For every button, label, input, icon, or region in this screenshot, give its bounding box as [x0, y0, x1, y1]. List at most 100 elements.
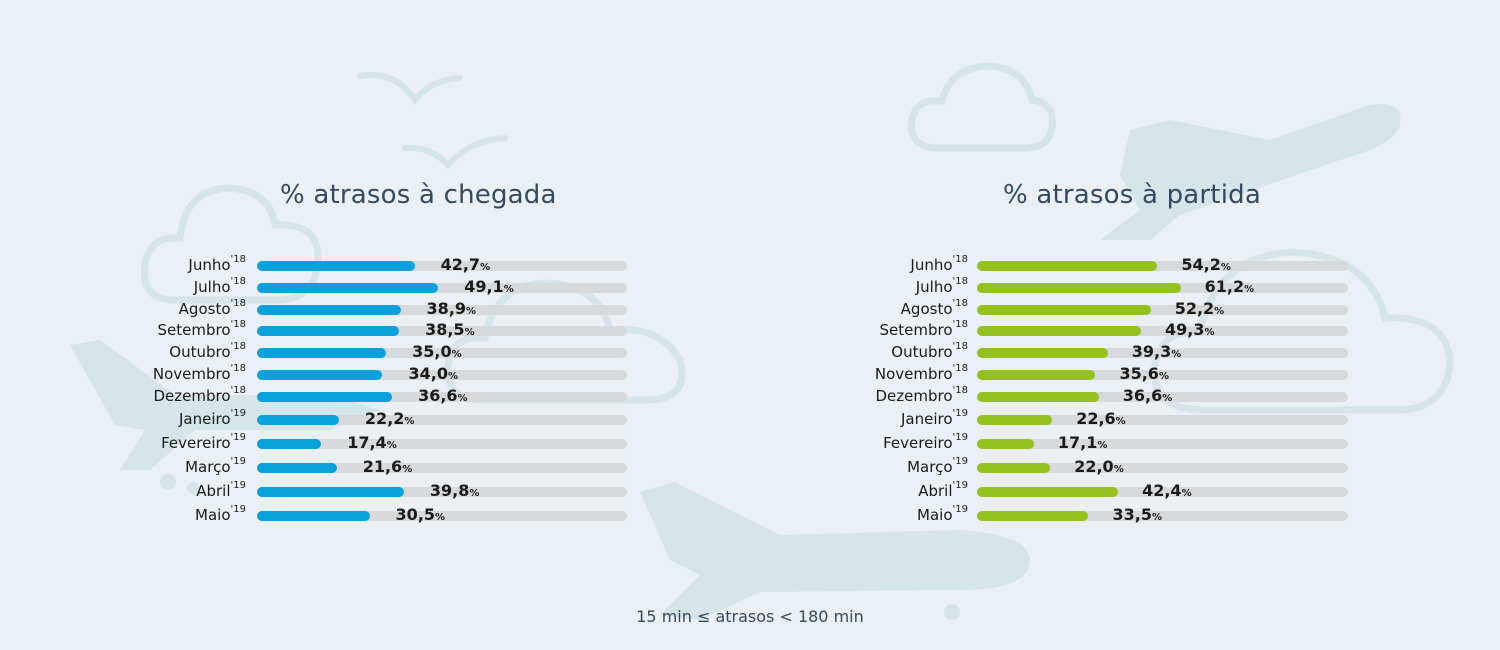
month-name: Dezembro — [875, 387, 953, 405]
bar-track — [977, 511, 1348, 521]
bar — [977, 415, 1053, 425]
value-number: 17,1 — [1057, 433, 1098, 452]
month-label: Fevereiro'19 — [883, 432, 968, 452]
bar-value-label: 38,5% — [425, 320, 475, 339]
month-label: Julho'18 — [916, 276, 968, 296]
bar — [257, 463, 337, 473]
bar — [257, 326, 400, 336]
plane-top-right-icon — [1100, 104, 1401, 241]
month-year: '18 — [952, 319, 968, 330]
birds-icon — [357, 72, 508, 170]
month-label: Abril'19 — [918, 480, 968, 500]
bar — [257, 487, 404, 497]
value-unit: % — [386, 440, 397, 451]
value-unit: % — [457, 393, 468, 404]
bar — [977, 487, 1119, 497]
bar-value-label: 42,7% — [441, 255, 491, 274]
month-name: Junho — [188, 256, 231, 274]
month-year: '18 — [952, 363, 968, 374]
bar-value-label: 36,6% — [1123, 386, 1173, 405]
month-label: Setembro'18 — [158, 319, 247, 339]
month-label: Junho'18 — [188, 254, 246, 274]
month-year: '18 — [230, 363, 246, 374]
bar-value-label: 34,0% — [408, 364, 458, 383]
bar-value-label: 49,1% — [464, 277, 514, 296]
value-unit: % — [1113, 464, 1124, 475]
value-number: 22,0 — [1074, 457, 1114, 476]
bar — [977, 348, 1108, 358]
month-label: Abril'19 — [196, 480, 246, 500]
month-label: Março'19 — [907, 456, 968, 476]
value-unit: % — [480, 262, 491, 273]
plane-bottom-icon — [640, 482, 1030, 620]
bar — [257, 392, 393, 402]
month-year: '18 — [230, 254, 246, 265]
bar — [257, 283, 439, 293]
value-number: 36,6 — [1122, 386, 1163, 405]
month-label: Novembro'18 — [153, 363, 246, 383]
value-unit: % — [464, 327, 475, 338]
month-year: '19 — [952, 456, 968, 467]
month-label: Maio'19 — [917, 504, 968, 524]
month-year: '19 — [230, 408, 246, 419]
month-label: Agosto'18 — [178, 298, 246, 318]
bar-track — [257, 370, 627, 380]
bar-track — [977, 487, 1348, 497]
month-name: Junho — [910, 256, 953, 274]
cloud-right-icon — [1151, 248, 1454, 414]
value-unit: % — [466, 306, 477, 317]
month-year: '18 — [952, 341, 968, 352]
value-number: 22,6 — [1076, 409, 1116, 428]
bar-track — [977, 305, 1348, 315]
value-unit: % — [404, 416, 415, 427]
month-name: Março — [907, 458, 953, 476]
month-name: Abril — [196, 482, 231, 500]
month-name: Janeiro — [900, 410, 953, 428]
month-name: Novembro — [874, 365, 953, 383]
bar — [257, 305, 401, 315]
bar — [257, 370, 383, 380]
plane-left-icon — [70, 340, 380, 470]
month-name: Outubro — [169, 343, 231, 361]
bar-value-label: 61,2% — [1205, 277, 1255, 296]
month-name: Setembro — [879, 321, 953, 339]
value-unit: % — [402, 464, 413, 475]
bar-track — [257, 415, 627, 425]
value-unit: % — [1162, 393, 1173, 404]
month-name: Maio — [917, 506, 953, 524]
value-number: 39,8 — [429, 481, 470, 500]
footnote: 15 min ≤ atrasos < 180 min — [636, 607, 864, 626]
bar-track — [977, 439, 1348, 449]
bar — [257, 439, 322, 449]
value-number: 22,2 — [364, 409, 405, 428]
value-unit: % — [469, 488, 480, 499]
month-label: Junho'18 — [910, 254, 968, 274]
month-name: Agosto — [178, 300, 231, 318]
bar — [257, 415, 339, 425]
bar-track — [257, 283, 627, 293]
month-label: Maio'19 — [195, 504, 246, 524]
bar — [977, 326, 1142, 336]
value-number: 33,5 — [1112, 505, 1152, 524]
bar — [977, 439, 1034, 449]
month-label: Novembro'18 — [874, 363, 968, 383]
value-unit: % — [1244, 284, 1255, 295]
bar — [977, 305, 1151, 315]
month-label: Outubro'18 — [891, 341, 968, 361]
value-number: 38,5 — [425, 320, 465, 339]
bar-track — [257, 305, 627, 315]
bar-value-label: 39,8% — [430, 481, 480, 500]
value-unit: % — [1151, 512, 1162, 523]
value-number: 35,6 — [1119, 364, 1159, 383]
bar — [257, 348, 387, 358]
bar-track — [977, 415, 1348, 425]
month-name: Agosto — [900, 300, 953, 318]
month-label: Fevereiro'19 — [161, 432, 246, 452]
bar — [977, 283, 1181, 293]
value-number: 21,6 — [362, 457, 403, 476]
month-label: Agosto'18 — [900, 298, 968, 318]
month-year: '18 — [230, 319, 246, 330]
cloud-top-right-icon — [907, 62, 1056, 152]
